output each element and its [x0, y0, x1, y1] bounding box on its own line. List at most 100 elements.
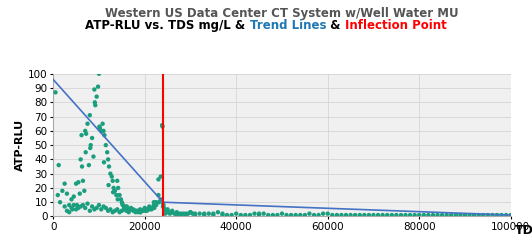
Point	[91, 103, 99, 107]
Point	[466, 213, 474, 217]
Point	[165, 212, 174, 215]
Point	[156, 175, 165, 179]
Point	[364, 213, 373, 217]
Point	[138, 209, 147, 213]
Point	[488, 213, 497, 217]
Point	[93, 95, 101, 99]
Point	[111, 209, 119, 213]
Point	[102, 143, 110, 147]
Point	[76, 192, 84, 196]
Point	[406, 213, 414, 217]
Point	[122, 204, 131, 208]
Point	[433, 213, 442, 217]
Point	[93, 206, 101, 210]
Point	[97, 129, 105, 133]
Point	[98, 122, 107, 126]
Point	[77, 133, 86, 137]
Point	[260, 212, 268, 215]
Point	[143, 209, 151, 213]
Point	[88, 204, 96, 208]
Point	[145, 207, 154, 211]
Point	[65, 210, 73, 214]
Point	[186, 210, 195, 214]
Point	[337, 213, 346, 217]
Point	[120, 207, 128, 211]
Point	[241, 213, 250, 217]
Point	[475, 213, 483, 217]
Point	[58, 189, 66, 193]
Text: ATP-RLU vs. TDS mg/L &: ATP-RLU vs. TDS mg/L &	[86, 19, 250, 32]
Point	[132, 209, 140, 213]
Point	[124, 209, 133, 213]
Point	[111, 189, 119, 193]
Point	[79, 203, 87, 207]
Point	[60, 204, 69, 208]
Point	[161, 212, 170, 215]
Point	[104, 183, 113, 187]
Point	[124, 210, 133, 214]
Point	[118, 200, 126, 204]
Point	[106, 207, 115, 211]
Point	[369, 213, 378, 217]
Point	[109, 190, 118, 194]
Point	[115, 210, 124, 214]
Point	[149, 200, 158, 204]
Point	[104, 157, 112, 161]
Point	[103, 150, 111, 154]
Point	[110, 186, 118, 190]
Point	[86, 146, 95, 150]
Point	[141, 209, 149, 213]
Point	[140, 207, 149, 211]
Point	[118, 209, 126, 213]
Point	[282, 213, 291, 217]
Point	[117, 197, 125, 201]
Point	[86, 113, 94, 117]
Point	[68, 207, 77, 211]
Point	[119, 203, 127, 207]
Point	[301, 213, 309, 217]
Point	[506, 213, 515, 217]
Point	[227, 213, 236, 217]
Point	[237, 213, 245, 217]
Point	[72, 182, 80, 186]
Point	[147, 207, 156, 211]
Point	[99, 160, 108, 164]
Point	[292, 213, 300, 217]
Point	[97, 207, 105, 211]
Point	[346, 213, 355, 217]
Point	[319, 212, 327, 215]
Point	[165, 210, 174, 214]
Point	[401, 213, 410, 217]
Point	[177, 213, 186, 217]
Point	[159, 203, 168, 207]
Point	[163, 207, 172, 211]
Point	[70, 195, 78, 199]
Point	[86, 209, 94, 213]
Point	[160, 206, 168, 210]
Point	[246, 213, 254, 217]
Point	[136, 210, 145, 214]
Point	[51, 90, 60, 94]
Point	[136, 210, 144, 214]
Point	[360, 213, 369, 217]
Point	[78, 165, 86, 169]
Point	[397, 213, 405, 217]
Point	[296, 213, 304, 217]
Point	[88, 136, 96, 140]
Point	[56, 200, 64, 204]
Point	[502, 213, 510, 217]
Point	[106, 172, 115, 176]
Text: &: &	[326, 19, 345, 32]
Point	[181, 212, 190, 215]
Point	[90, 207, 98, 211]
Point	[81, 129, 89, 133]
Point	[314, 213, 323, 217]
Point	[112, 193, 121, 197]
Point	[168, 210, 177, 214]
Point	[342, 213, 350, 217]
Point	[461, 213, 469, 217]
Point	[255, 213, 263, 217]
Point	[209, 212, 218, 215]
Point	[89, 154, 98, 158]
Point	[73, 203, 81, 207]
